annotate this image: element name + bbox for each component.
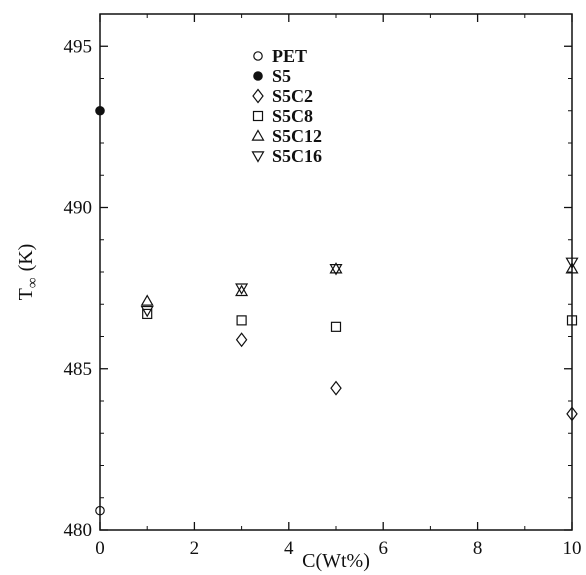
data-point [140,305,154,318]
legend-marker [251,129,265,141]
x-axis-label: C(Wt%) [302,550,370,572]
data-markers [95,105,579,516]
x-tick-label: 6 [378,538,388,559]
data-point [235,283,249,295]
y-tick-label: 480 [64,520,93,541]
data-point [140,294,154,306]
data-point [566,406,578,422]
data-point [330,380,342,396]
x-tick-label: 10 [563,538,582,559]
data-point [330,321,342,332]
data-point [329,262,343,274]
y-tick-label: 485 [64,359,93,380]
y-tick-label: 490 [64,198,93,219]
plot-area [99,13,573,531]
legend-entry: S5 [272,66,291,86]
legend-marker [253,71,263,81]
x-tick-label: 8 [473,538,483,559]
legend-marker [253,51,263,61]
x-tick-label: 4 [284,538,294,559]
data-point [235,284,249,297]
data-point [95,105,105,116]
axis-ticks: 0 2 4 6 8 10 480 485 490 495 [64,14,582,559]
y-tick-label: 495 [64,36,93,57]
x-tick-label: 0 [95,538,105,559]
x-tick-label: 2 [190,538,200,559]
legend-entry: PET [272,46,307,66]
data-point [236,315,247,326]
legend-marker [251,151,265,163]
y-axis-unit: (K) [15,244,37,272]
y-axis-label-text: T∞ (K) [15,244,41,301]
y-axis-symbol: T [15,288,37,300]
data-point [142,308,153,320]
data-point [565,257,579,270]
plot-frame [99,13,573,531]
legend-entry: S5C8 [272,106,313,126]
legend-entry: S5C16 [272,146,322,166]
data-point [95,505,105,516]
data-point [565,262,579,274]
data-point [235,332,248,348]
legend-entry: S5C12 [272,126,322,146]
y-axis-label: T∞ (K) [15,244,41,301]
legend-entry: S5C2 [272,86,313,106]
legend-marker [252,110,264,122]
y-axis-subscript: ∞ [25,277,41,288]
data-point [566,315,578,326]
data-point [329,264,343,276]
legend-marker [252,88,264,104]
